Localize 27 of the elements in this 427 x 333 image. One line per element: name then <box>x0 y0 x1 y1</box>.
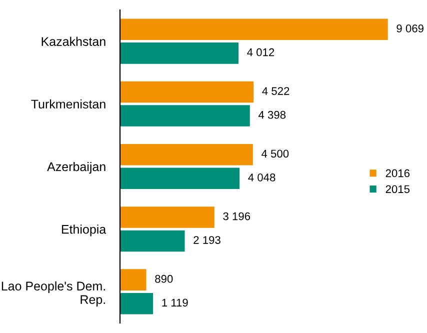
bar <box>120 42 238 64</box>
bar <box>120 168 240 190</box>
data-label: 4 398 <box>258 110 286 119</box>
y-tick-label: Azerbaijan <box>47 162 106 174</box>
data-label: 4 048 <box>248 174 276 182</box>
bar <box>120 292 154 314</box>
data-label: 3 196 <box>223 212 250 220</box>
bar <box>120 18 388 40</box>
y-tick-label: Ethiopia <box>62 224 106 236</box>
legend-label: 2016 <box>386 169 410 178</box>
bar <box>120 144 253 166</box>
data-label: 9 069 <box>396 24 424 32</box>
bar <box>120 81 254 103</box>
y-tick-label: Kazakhstan <box>42 36 106 46</box>
y-tick-label: Turkmenistan <box>31 99 106 109</box>
data-label: 4 500 <box>262 150 289 158</box>
data-label: 4 522 <box>262 87 290 95</box>
bar <box>120 206 214 228</box>
y-tick-label: Lao People's Dem. Rep. <box>2 281 105 306</box>
legend-label: 2015 <box>386 185 410 194</box>
bar <box>120 269 146 290</box>
bar <box>120 105 250 126</box>
data-label: 890 <box>155 274 173 283</box>
data-label: 4 012 <box>247 48 274 56</box>
data-label: 2 193 <box>194 236 220 244</box>
bar <box>120 230 185 252</box>
data-label: 1 119 <box>162 298 188 307</box>
